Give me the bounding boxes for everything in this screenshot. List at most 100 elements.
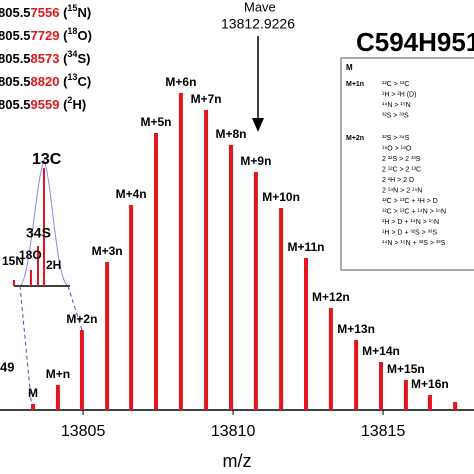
peak bbox=[229, 145, 233, 410]
legend-item: ¹²C > ¹³C + ¹H > D bbox=[382, 198, 438, 205]
chart-title: C594H951N1 bbox=[356, 27, 474, 57]
peak-label: M+3n bbox=[92, 244, 123, 258]
peak bbox=[328, 308, 333, 410]
isotope-element: N bbox=[77, 5, 86, 20]
peak-label: M+6n bbox=[165, 75, 196, 89]
paren: ) bbox=[87, 5, 91, 20]
fine-mass: 805.57556 (15N) bbox=[0, 3, 91, 20]
isotope-mass: 15 bbox=[67, 3, 77, 13]
x-tick-label: 13805 bbox=[61, 423, 106, 440]
mass-prefix: 805.5 bbox=[0, 97, 31, 112]
peak-label: M+13n bbox=[337, 322, 375, 336]
legend-item: ¹⁴N > ¹⁵N bbox=[382, 102, 411, 109]
mass-prefix: 805.5 bbox=[0, 51, 31, 66]
isotope-mass: 34 bbox=[67, 49, 77, 59]
peak-label: M+14n bbox=[362, 344, 400, 358]
legend-group: M+2n bbox=[346, 135, 364, 142]
paren: ) bbox=[82, 97, 86, 112]
peak-label: M+15n bbox=[387, 362, 425, 376]
legend-item: ³²S > ³⁴S bbox=[382, 135, 410, 142]
x-tick-label: 13810 bbox=[211, 423, 256, 440]
isotope-element: C bbox=[77, 74, 87, 89]
peak bbox=[403, 380, 408, 410]
legend-item: ¹⁶O > ¹⁸O bbox=[382, 145, 412, 152]
legend-item: 2 ¹H > 2 D bbox=[382, 177, 414, 184]
x-tick-label: 13815 bbox=[361, 423, 406, 440]
peak bbox=[129, 205, 134, 410]
peak-label: M+7n bbox=[191, 92, 222, 106]
paren: ( bbox=[59, 51, 68, 66]
peak-label: M+9n bbox=[240, 154, 271, 168]
left-label: 49 bbox=[0, 359, 14, 374]
peak bbox=[79, 330, 84, 410]
x-axis-label: m/z bbox=[223, 451, 252, 471]
fine-peak-label: 34S bbox=[26, 225, 51, 241]
fine-mass: 805.58573 (34S) bbox=[0, 49, 90, 66]
peak bbox=[178, 93, 183, 410]
legend-item: 2 ¹²C > 2 ¹³C bbox=[382, 166, 421, 173]
peak bbox=[279, 208, 284, 410]
peak-label: M+12n bbox=[312, 290, 350, 304]
fine-peak-label: 2H bbox=[46, 258, 61, 272]
mass-digits: 8573 bbox=[31, 51, 60, 66]
annotation-value: 13812.9226 bbox=[221, 16, 295, 32]
isotope-mass: 13 bbox=[67, 72, 77, 82]
fine-peak-label: 15N bbox=[2, 254, 24, 268]
peak-label: M+10n bbox=[262, 190, 300, 204]
peak-label: M+n bbox=[46, 367, 70, 381]
paren: ) bbox=[87, 74, 91, 89]
mass-prefix: 805.5 bbox=[0, 5, 31, 20]
peak bbox=[354, 340, 359, 410]
isotope-element: H bbox=[72, 97, 81, 112]
peak bbox=[154, 133, 158, 410]
peak bbox=[379, 362, 383, 410]
mass-digits: 7556 bbox=[31, 5, 60, 20]
legend-item: ³²S > ³³S bbox=[382, 112, 409, 119]
paren: ( bbox=[59, 28, 68, 43]
peak-label: M bbox=[28, 386, 38, 400]
annotation-label: Mave bbox=[244, 0, 276, 14]
paren: ) bbox=[86, 51, 90, 66]
peak-label: M+2n bbox=[66, 312, 97, 326]
peak-label: M+16n bbox=[411, 377, 449, 391]
legend-item: ¹H > D + ³²S > ³³S bbox=[382, 229, 437, 236]
paren: ) bbox=[88, 28, 92, 43]
peak bbox=[105, 262, 110, 410]
paren: ( bbox=[59, 97, 68, 112]
legend-box bbox=[340, 57, 474, 271]
legend-item: ¹H > ²H (D) bbox=[382, 91, 416, 98]
peak bbox=[253, 172, 258, 410]
peak bbox=[55, 385, 60, 410]
fine-mass: 805.58820 (13C) bbox=[0, 72, 91, 89]
legend-item: ¹²C > ¹³C bbox=[382, 81, 409, 88]
legend-item: ¹⁴N > ¹⁵N + ³²S > ³³S bbox=[382, 240, 446, 247]
mass-prefix: 805.5 bbox=[0, 74, 31, 89]
peak bbox=[453, 402, 458, 410]
legend-group: M+1n bbox=[346, 81, 364, 88]
legend-item: ¹H > D + ¹⁴N > ¹⁵N bbox=[382, 219, 439, 226]
zoom-line bbox=[67, 285, 83, 331]
paren: ( bbox=[59, 5, 68, 20]
mass-digits: 7729 bbox=[31, 28, 60, 43]
mass-prefix: 805.5 bbox=[0, 28, 31, 43]
isotope-mass: 18 bbox=[67, 26, 77, 36]
peak-label: M+4n bbox=[116, 187, 147, 201]
legend-item: 2 ³²S > 2 ³³S bbox=[382, 156, 421, 163]
isotope-element: S bbox=[77, 51, 86, 66]
fine-peak-label: 18O bbox=[19, 248, 42, 262]
peak-label: M+8n bbox=[215, 127, 246, 141]
peak bbox=[304, 258, 308, 410]
legend-title: M bbox=[346, 63, 353, 72]
fine-mass: 805.57729 (18O) bbox=[0, 26, 92, 43]
fine-peak-label: 13C bbox=[32, 151, 62, 168]
legend-item: ¹²C > ¹³C + ¹⁴N > ¹⁵N bbox=[382, 208, 446, 215]
isotope-mass: 2 bbox=[67, 95, 72, 105]
arrow-head bbox=[252, 118, 264, 132]
peak-label: M+11n bbox=[287, 240, 324, 254]
peak-label: M+5n bbox=[140, 115, 171, 129]
fine-envelope bbox=[19, 158, 69, 287]
paren: ( bbox=[59, 74, 68, 89]
isotope-element: O bbox=[77, 28, 87, 43]
fine-mass: 805.59559 (2H) bbox=[0, 95, 86, 112]
